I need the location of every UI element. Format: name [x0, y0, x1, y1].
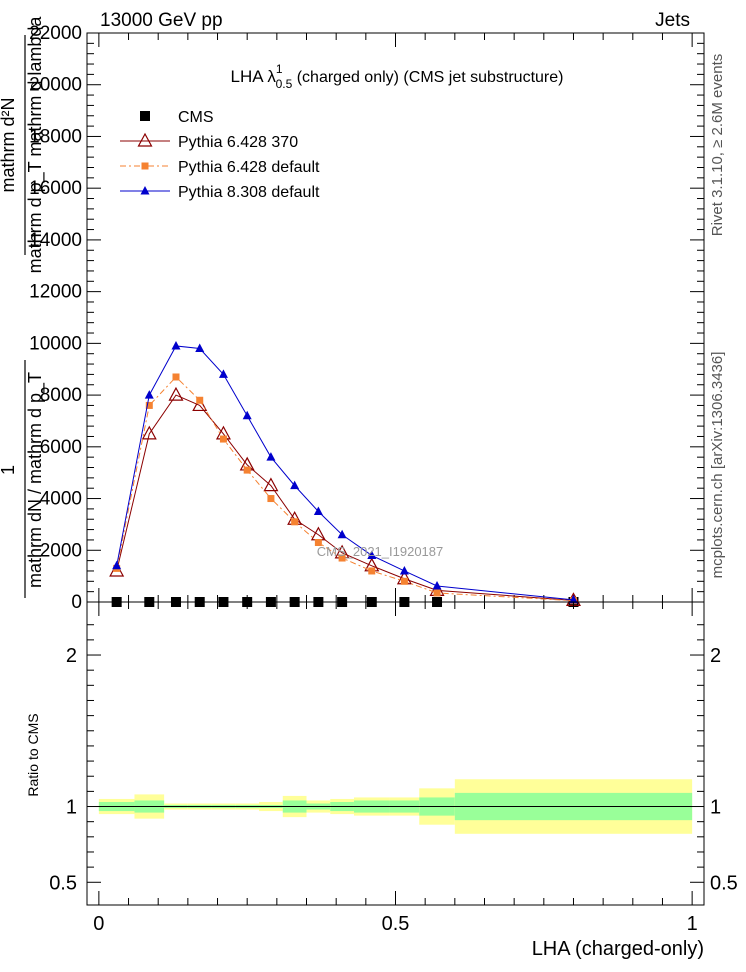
point-py8_default — [337, 529, 347, 539]
main-title: LHA λ1 0.5 (charged only) (CMS jet substr… — [231, 62, 564, 91]
y-tick-label: 6000 — [40, 437, 82, 458]
ratio-y-tick-label: 1 — [66, 797, 77, 819]
main-y-ticks: 0 2000 4000 6000 8000 10000 12000 14000 16000 180… — [29, 23, 704, 613]
ratio-ticks: 0.5 0.5 1 1 2 2 0 0.5 1 — [49, 602, 738, 935]
legend-label: CMS — [178, 109, 214, 126]
x-tick-label: 0.5 — [382, 913, 410, 935]
point-py6_default — [145, 401, 153, 409]
point-py6_default — [219, 435, 227, 443]
legend-item-cms: CMS — [140, 109, 214, 126]
title-rest: (charged only) (CMS jet substructure) — [292, 69, 563, 86]
point-py8_default — [266, 452, 276, 461]
point-py6_default — [368, 567, 376, 575]
x-tick-label: 1 — [687, 913, 698, 935]
title-sub: 0.5 — [276, 77, 293, 91]
ratio-y-tick-label-right: 2 — [710, 645, 721, 667]
ratio-y-label: Ratio to CMS — [25, 713, 41, 796]
y-tick-label: 12000 — [29, 282, 82, 303]
point-py8_default — [290, 480, 300, 490]
point-py6_default — [433, 589, 441, 597]
y-tick-label: 16000 — [29, 178, 82, 199]
point-py6_default — [338, 554, 346, 562]
point-py8_default — [218, 369, 228, 378]
x-tick-label: 0 — [93, 913, 104, 935]
point-py8_default — [399, 565, 409, 575]
ratio-plot: 0.5 0.5 1 1 2 2 0 0.5 1 Ratio to CMS LHA (charge… — [25, 601, 738, 960]
point-py8_default — [195, 343, 205, 353]
title-sup: 1 — [276, 62, 283, 76]
point-py8_default — [367, 550, 377, 559]
point-py6_370 — [192, 397, 208, 412]
point-py6_default — [172, 373, 180, 381]
ylabel-bottom-den: mathrm dN / mathrm d p_T — [25, 372, 46, 588]
y-tick-label: 2000 — [40, 540, 82, 561]
point-py6_default — [400, 577, 408, 585]
main-series — [109, 340, 581, 607]
y-tick-label: 0 — [71, 592, 82, 613]
ratio-y-tick-label: 0.5 — [49, 872, 77, 894]
legend: CMS Pythia 6.428 370 Pythia 6.428 default P… — [120, 109, 320, 201]
rivet-label: Rivet 3.1.10, ≥ 2.6M events — [709, 54, 726, 237]
legend-marker — [141, 162, 149, 170]
title-main: LHA λ — [231, 67, 277, 86]
point-py8_default — [242, 410, 252, 420]
point-py8_default — [144, 390, 154, 399]
series-line-py6_370 — [116, 394, 574, 601]
watermark: CMS_2021_I1920187 — [317, 544, 444, 559]
ylabel-bottom-num: 1 — [0, 465, 18, 475]
y-tick-label: 20000 — [29, 75, 82, 96]
ratio-y-tick-label-right: 1 — [710, 797, 721, 819]
y-tick-label: 14000 — [29, 230, 82, 251]
legend-marker — [140, 111, 150, 121]
ylabel-top-num: mathrm d²N — [0, 97, 18, 192]
y-tick-label: 4000 — [40, 489, 82, 510]
main-y-label: mathrm d²N mathrm d p_T mathrm d lambda … — [0, 16, 46, 598]
series-line-py6_default — [116, 376, 574, 602]
ratio-y-tick-label: 2 — [66, 645, 77, 667]
legend-label: Pythia 6.428 default — [178, 159, 320, 176]
point-py6_370 — [141, 425, 157, 440]
legend-label: Pythia 6.428 370 — [178, 134, 298, 151]
legend-item-py6_default: Pythia 6.428 default — [120, 159, 320, 176]
mcplots-label: mcplots.cern.ch [arXiv:1306.3436] — [709, 352, 726, 579]
point-py8_default — [568, 594, 578, 604]
point-py6_370 — [168, 386, 184, 401]
y-tick-label: 8000 — [40, 385, 82, 406]
ratio-bands — [98, 779, 693, 834]
legend-label: Pythia 8.308 default — [178, 184, 320, 201]
point-py6_370 — [263, 477, 279, 492]
point-py6_default — [291, 518, 299, 526]
point-py8_default — [112, 560, 122, 570]
header-left: 13000 GeV pp — [100, 10, 223, 31]
series-line-py8_default — [116, 345, 574, 601]
header-right: Jets — [655, 10, 690, 31]
legend-item-py8_default: Pythia 8.308 default — [120, 184, 320, 201]
ratio-y-tick-label-right: 0.5 — [710, 872, 738, 894]
legend-item-py6_370: Pythia 6.428 370 — [120, 132, 298, 151]
legend-marker — [137, 132, 153, 147]
point-py6_default — [314, 539, 322, 547]
x-axis-label: LHA (charged-only) — [532, 938, 704, 960]
point-py8_default — [432, 580, 442, 590]
legend-marker — [140, 186, 150, 195]
point-py8_default — [171, 340, 181, 350]
point-py6_default — [196, 396, 204, 404]
ylabel-top-den: mathrm d p_T mathrm d lambda — [25, 16, 46, 274]
y-tick-label: 22000 — [29, 23, 82, 44]
ratio-frame — [86, 601, 705, 906]
point-py8_default — [313, 506, 323, 515]
point-py6_default — [267, 495, 275, 503]
y-tick-label: 18000 — [29, 126, 82, 147]
point-py6_default — [243, 466, 251, 474]
main-plot: 0 2000 4000 6000 8000 10000 12000 14000 16000 180… — [0, 16, 705, 613]
y-tick-label: 10000 — [29, 333, 82, 354]
